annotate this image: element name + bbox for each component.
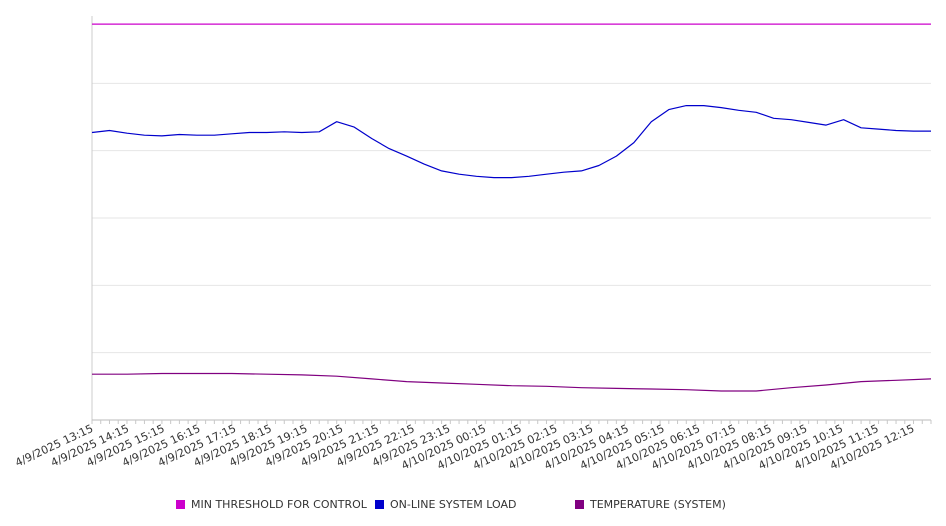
legend-item-system-load: ON-LINE SYSTEM LOAD bbox=[375, 498, 516, 511]
chart-grid bbox=[92, 82, 931, 354]
chart-series bbox=[91, 23, 932, 392]
legend-label-min-threshold: MIN THRESHOLD FOR CONTROL bbox=[191, 498, 367, 511]
chart-legend: MIN THRESHOLD FOR CONTROL ON-LINE SYSTEM… bbox=[0, 498, 946, 514]
legend-item-temperature: TEMPERATURE (SYSTEM) bbox=[575, 498, 726, 511]
legend-swatch-min-threshold bbox=[176, 500, 185, 509]
series-line-temperature-system bbox=[92, 372, 932, 392]
legend-label-temperature: TEMPERATURE (SYSTEM) bbox=[590, 498, 726, 511]
legend-swatch-system-load bbox=[375, 500, 384, 509]
chart-axes bbox=[91, 16, 932, 424]
legend-label-system-load: ON-LINE SYSTEM LOAD bbox=[390, 498, 517, 511]
legend-swatch-temperature bbox=[575, 500, 584, 509]
series-line-on-line-system-load bbox=[91, 104, 931, 179]
legend-item-min-threshold: MIN THRESHOLD FOR CONTROL bbox=[176, 498, 367, 511]
x-axis-ticks: 4/9/2025 13:154/9/2025 14:154/9/2025 15:… bbox=[13, 422, 916, 472]
